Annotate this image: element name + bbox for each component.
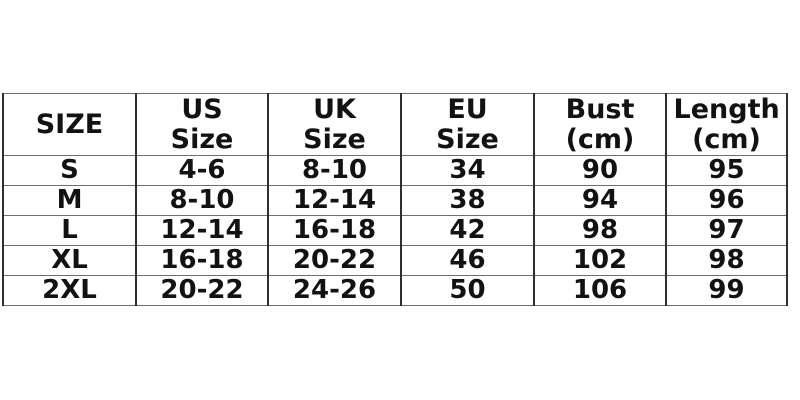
table-cell: 16-18 [135, 245, 269, 276]
table-cell: 102 [533, 245, 667, 276]
size-chart-table: SIZE US Size UK Size EU Size Bust (cm) L… [2, 93, 788, 306]
table-cell: M [2, 185, 137, 216]
header-bust-cm: Bust (cm) [533, 93, 667, 156]
header-uk-size: UK Size [267, 93, 402, 156]
header-eu-size: EU Size [400, 93, 535, 156]
header-length-cm-label: Length (cm) [673, 93, 780, 155]
table-cell: 16-18 [267, 215, 402, 246]
table-cell: 38 [400, 185, 535, 216]
table-row-s: S 4-6 8-10 34 90 95 [2, 155, 788, 186]
header-bust-cm-label: Bust (cm) [565, 93, 635, 155]
table-cell: 99 [665, 275, 788, 306]
table-row-xl: XL 16-18 20-22 46 102 98 [2, 245, 788, 276]
table-cell: 8-10 [267, 155, 402, 186]
table-cell: 20-22 [135, 275, 269, 306]
table-cell: 94 [533, 185, 667, 216]
header-uk-size-label: UK Size [303, 93, 366, 155]
table-cell: 98 [533, 215, 667, 246]
table-cell: 90 [533, 155, 667, 186]
table-cell: 96 [665, 185, 788, 216]
table-cell: 4-6 [135, 155, 269, 186]
header-size-label: SIZE [35, 108, 104, 140]
table-cell: 95 [665, 155, 788, 186]
header-eu-size-label: EU Size [436, 93, 499, 155]
table-row-m: M 8-10 12-14 38 94 96 [2, 185, 788, 216]
header-us-size-label: US Size [170, 93, 234, 155]
table-cell: 42 [400, 215, 535, 246]
table-cell: 46 [400, 245, 535, 276]
table-row-2xl: 2XL 20-22 24-26 50 106 99 [2, 275, 788, 306]
table-cell: 24-26 [267, 275, 402, 306]
table-cell: 20-22 [267, 245, 402, 276]
header-size: SIZE [2, 93, 137, 156]
table-header-row: SIZE US Size UK Size EU Size Bust (cm) L… [2, 93, 788, 156]
table-cell: XL [2, 245, 137, 276]
table-cell: 98 [665, 245, 788, 276]
table-row-l: L 12-14 16-18 42 98 97 [2, 215, 788, 246]
table-cell: 97 [665, 215, 788, 246]
table-cell: 8-10 [135, 185, 269, 216]
table-cell: 2XL [2, 275, 137, 306]
table-cell: S [2, 155, 137, 186]
table-cell: 106 [533, 275, 667, 306]
table-cell: L [2, 215, 137, 246]
header-us-size: US Size [135, 93, 269, 156]
header-length-cm: Length (cm) [665, 93, 788, 156]
table-cell: 34 [400, 155, 535, 186]
table-cell: 12-14 [267, 185, 402, 216]
table-cell: 12-14 [135, 215, 269, 246]
table-cell: 50 [400, 275, 535, 306]
